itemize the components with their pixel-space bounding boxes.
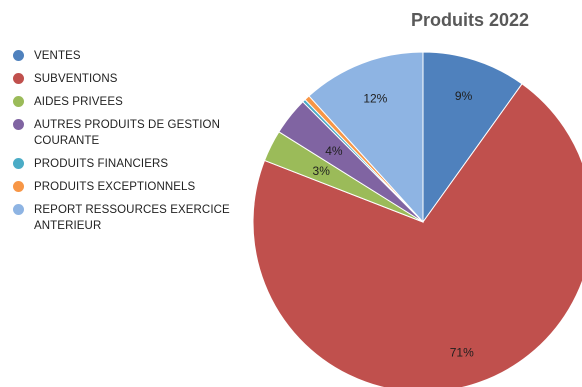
legend-label: SUBVENTIONS: [34, 73, 118, 85]
legend-item: VENTES: [10, 48, 230, 64]
legend-item: PRODUITS FINANCIERS: [10, 156, 230, 172]
legend-swatch: [13, 158, 24, 169]
chart-title: Produits 2022: [410, 10, 530, 30]
legend-label: PRODUITS FINANCIERS: [34, 158, 169, 170]
legend-swatch: [13, 181, 24, 192]
legend-swatch: [13, 50, 24, 61]
chart-legend: VENTES SUBVENTIONS AIDES PRIVEES AUTRES PRO…: [10, 48, 230, 241]
legend-item: AUTRES PRODUITS DE GESTION COURANTE: [10, 117, 230, 149]
pie-slice: [422, 51, 523, 224]
pie-slice: [252, 83, 582, 387]
slice-data-label: 9%: [455, 89, 473, 103]
legend-label: PRODUITS EXCEPTIONNELS: [34, 181, 196, 193]
legend-item: PRODUITS EXCEPTIONNELS: [10, 179, 230, 195]
legend-swatch: [13, 73, 24, 84]
slice-data-label: 71%: [450, 345, 474, 359]
legend-swatch: [13, 96, 24, 107]
legend-label: REPORT RESSOURCES EXERCICE ANTERIEUR: [34, 204, 230, 232]
legend-item: SUBVENTIONS: [10, 71, 230, 87]
slice-data-label: 12%: [363, 91, 387, 105]
slice-data-label: 3%: [313, 164, 331, 178]
legend-item: AIDES PRIVEES: [10, 94, 230, 110]
pie-slice: [308, 51, 424, 224]
legend-label: VENTES: [34, 50, 81, 62]
legend-label: AIDES PRIVEES: [34, 96, 123, 108]
legend-item: REPORT RESSOURCES EXERCICE ANTERIEUR: [10, 202, 230, 234]
slice-data-label: 4%: [325, 144, 343, 158]
legend-label: AUTRES PRODUITS DE GESTION COURANTE: [34, 119, 220, 147]
legend-swatch: [13, 204, 24, 215]
legend-swatch: [13, 119, 24, 130]
